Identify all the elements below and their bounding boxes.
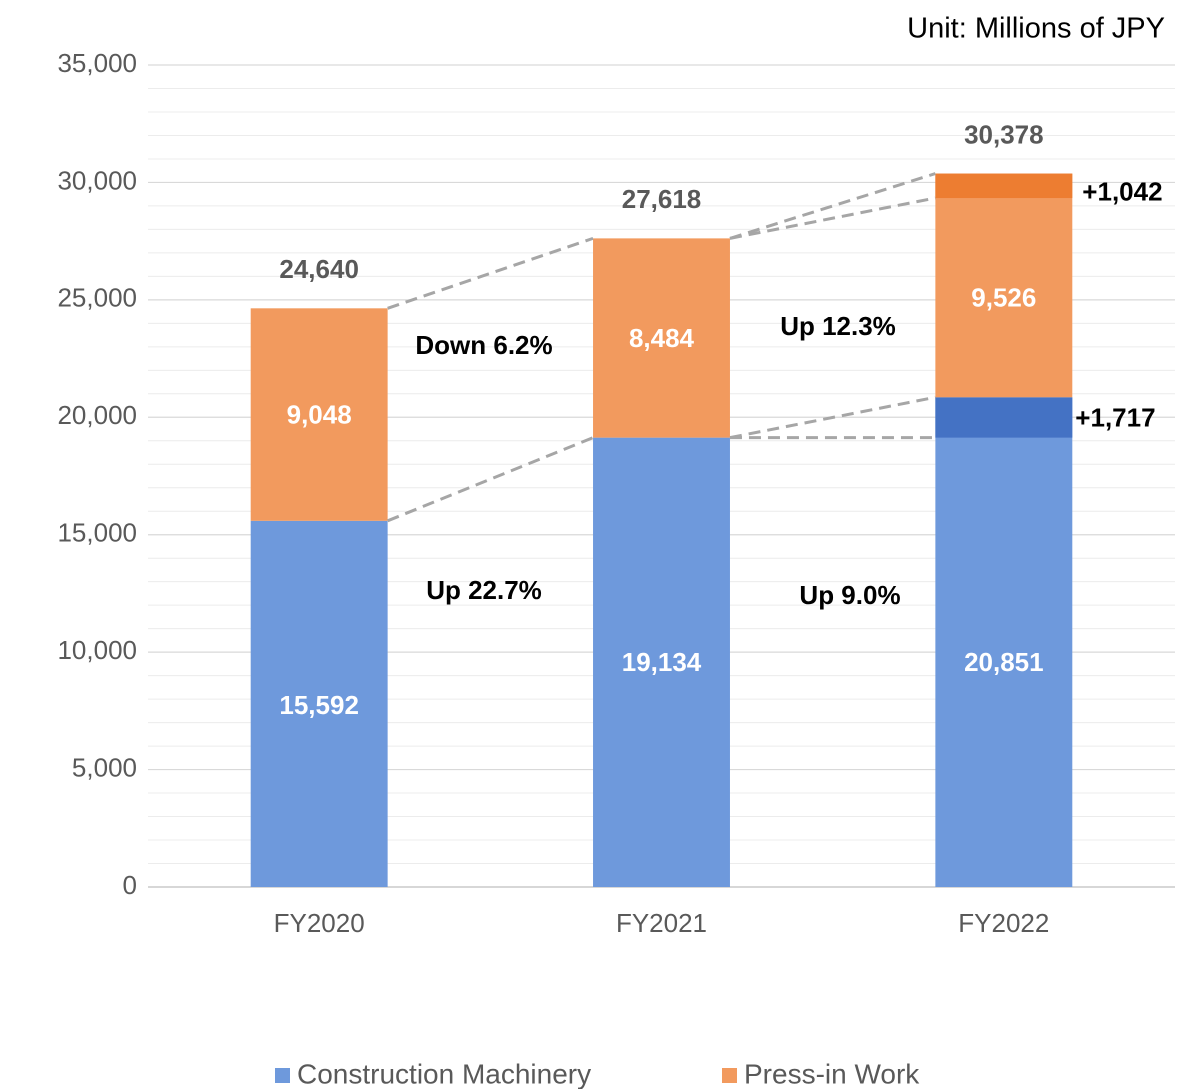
increment-label: +1,042 — [1082, 177, 1162, 207]
legend-label: Press-in Work — [744, 1058, 920, 1089]
y-tick-label: 25,000 — [57, 283, 137, 313]
unit-note: Unit: Millions of JPY — [907, 13, 1165, 45]
annotation: Up 22.7% — [426, 575, 542, 605]
connector — [387, 236, 594, 310]
total-label: 24,640 — [279, 254, 359, 284]
increment-label: +1,717 — [1075, 402, 1155, 432]
value-label: 8,484 — [629, 323, 695, 353]
connector — [729, 395, 936, 440]
x-tick-label: FY2022 — [958, 908, 1049, 938]
x-tick-label: FY2021 — [616, 908, 707, 938]
annotation: Down 6.2% — [415, 330, 552, 360]
legend-swatch — [275, 1068, 290, 1083]
y-tick-label: 0 — [123, 870, 137, 900]
bar-segment — [935, 173, 1073, 398]
increment-segment — [935, 397, 1073, 438]
value-label: 15,592 — [279, 690, 359, 720]
y-tick-label: 5,000 — [72, 752, 137, 782]
value-label: 9,526 — [971, 283, 1036, 313]
connector — [729, 196, 936, 240]
annotation: Up 9.0% — [799, 580, 900, 610]
legend-swatch — [722, 1068, 737, 1083]
bar-segment — [935, 397, 1073, 887]
value-label: 9,048 — [287, 399, 352, 429]
connector — [729, 172, 936, 240]
bar-segment — [250, 308, 388, 521]
value-label: 20,851 — [964, 647, 1044, 677]
y-tick-label: 20,000 — [57, 400, 137, 430]
legend-label: Construction Machinery — [297, 1058, 591, 1089]
bar-segment — [593, 238, 730, 438]
y-tick-label: 30,000 — [57, 165, 137, 195]
increment-segment — [935, 173, 1073, 199]
y-tick-label: 35,000 — [57, 48, 137, 78]
total-label: 30,378 — [964, 119, 1044, 149]
y-tick-label: 10,000 — [57, 635, 137, 665]
x-tick-label: FY2020 — [274, 908, 365, 938]
bar-segment — [250, 520, 388, 887]
y-tick-label: 15,000 — [57, 518, 137, 548]
bar-segment — [593, 437, 730, 887]
value-label: 19,134 — [622, 647, 702, 677]
connector — [387, 436, 594, 523]
total-label: 27,618 — [622, 184, 702, 214]
annotation: Up 12.3% — [780, 311, 896, 341]
